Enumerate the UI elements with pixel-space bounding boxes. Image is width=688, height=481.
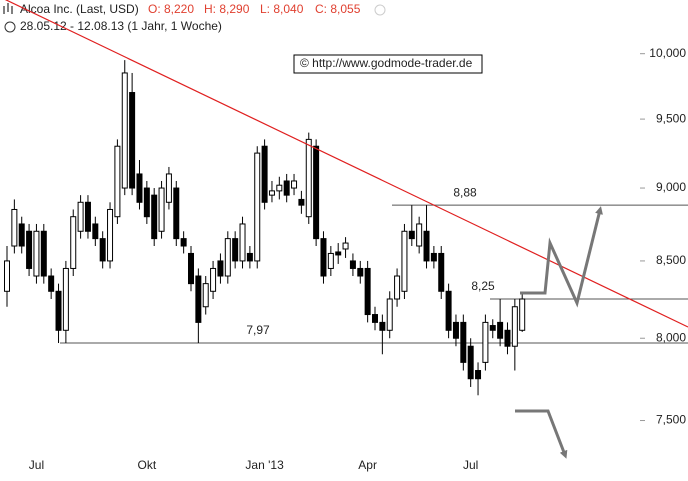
candle-body bbox=[27, 231, 32, 268]
candle-body bbox=[395, 276, 400, 299]
candle-body bbox=[19, 224, 24, 246]
candle-body bbox=[505, 330, 510, 346]
candle-body bbox=[122, 73, 127, 188]
level-label: 8,88 bbox=[453, 185, 477, 199]
candle-body bbox=[461, 322, 466, 362]
level-label: 8,25 bbox=[471, 279, 495, 293]
quote-open: O: 8,220 bbox=[148, 2, 194, 16]
candle-body bbox=[409, 231, 414, 238]
candle-body bbox=[63, 268, 68, 330]
candle-body bbox=[306, 139, 311, 216]
candle-body bbox=[431, 253, 436, 260]
candle-body bbox=[483, 322, 488, 362]
candle-body bbox=[373, 315, 378, 323]
candle-body bbox=[468, 346, 473, 378]
quote-low: L: 8,040 bbox=[260, 2, 304, 16]
x-tick-label: Jul bbox=[29, 458, 44, 472]
candle-body bbox=[211, 268, 216, 291]
candle-body bbox=[292, 181, 297, 188]
candle-body bbox=[314, 146, 319, 238]
candle-body bbox=[424, 231, 429, 261]
source: © http://www.godmode-trader.de bbox=[300, 56, 473, 70]
candle-body bbox=[299, 199, 304, 205]
candle-body bbox=[439, 253, 444, 291]
candle-body bbox=[453, 322, 458, 338]
candle-body bbox=[41, 231, 46, 276]
candle-body bbox=[255, 153, 260, 261]
candle-body bbox=[321, 239, 326, 276]
candle-body bbox=[277, 185, 282, 191]
candle-body bbox=[262, 146, 267, 202]
candle-body bbox=[498, 322, 503, 338]
y-tick-label: 10,000 bbox=[649, 46, 686, 60]
candle-body bbox=[336, 252, 341, 255]
candle-body bbox=[402, 231, 407, 291]
candle-body bbox=[115, 146, 120, 216]
x-tick-label: Okt bbox=[138, 458, 157, 472]
candle-body bbox=[358, 268, 363, 276]
candle-body bbox=[218, 261, 223, 276]
quote-high: H: 8,290 bbox=[204, 2, 250, 16]
candle-body bbox=[189, 253, 194, 283]
x-tick-label: Jul bbox=[463, 458, 478, 472]
candle-body bbox=[93, 224, 98, 239]
candle-body bbox=[284, 181, 289, 195]
candle-body bbox=[203, 284, 208, 307]
y-tick-label: 7,500 bbox=[656, 413, 686, 427]
candle-body bbox=[12, 209, 17, 246]
candle-body bbox=[240, 224, 245, 261]
y-tick-label: 9,500 bbox=[656, 111, 686, 125]
candle-body bbox=[476, 371, 481, 379]
x-tick-label: Apr bbox=[358, 458, 377, 472]
level-label: 7,97 bbox=[246, 323, 270, 337]
chart-title: Alcoa Inc. (Last, USD) bbox=[20, 2, 139, 16]
candle-body bbox=[387, 299, 392, 330]
quote-close: C: 8,055 bbox=[315, 2, 361, 16]
candle-body bbox=[490, 326, 495, 331]
candle-body bbox=[350, 261, 355, 269]
x-tick-label: Jan '13 bbox=[245, 458, 284, 472]
candle-body bbox=[328, 253, 333, 268]
candle-body bbox=[108, 209, 113, 260]
candle-body bbox=[144, 188, 149, 217]
candle-body bbox=[85, 202, 90, 231]
candle-body bbox=[166, 174, 171, 202]
candle-body bbox=[78, 202, 83, 231]
candle-body bbox=[174, 188, 179, 239]
candle-body bbox=[247, 253, 252, 260]
candle-body bbox=[181, 239, 186, 246]
candle-body bbox=[34, 231, 39, 276]
candle-body bbox=[233, 239, 238, 261]
candle-body bbox=[512, 307, 517, 346]
candle-body bbox=[269, 191, 274, 195]
candle-body bbox=[137, 174, 142, 202]
candle-body bbox=[417, 224, 422, 246]
candle-body bbox=[380, 322, 385, 330]
candle-body bbox=[100, 239, 105, 261]
candle-body bbox=[520, 299, 525, 330]
candle-body bbox=[159, 188, 164, 231]
candle-body bbox=[5, 261, 10, 291]
candle-body bbox=[130, 93, 135, 189]
candle-body bbox=[225, 239, 230, 276]
candle-body bbox=[152, 195, 157, 238]
candle-body bbox=[196, 276, 201, 322]
candle-body bbox=[365, 268, 370, 314]
candle-body bbox=[343, 243, 348, 249]
y-tick-label: 8,500 bbox=[656, 253, 686, 267]
candle-body bbox=[446, 291, 451, 330]
y-tick-label: 9,000 bbox=[656, 180, 686, 194]
candle-body bbox=[56, 291, 61, 330]
candle-body bbox=[71, 217, 76, 269]
y-tick-label: 8,000 bbox=[656, 330, 686, 344]
candle-body bbox=[49, 276, 54, 291]
